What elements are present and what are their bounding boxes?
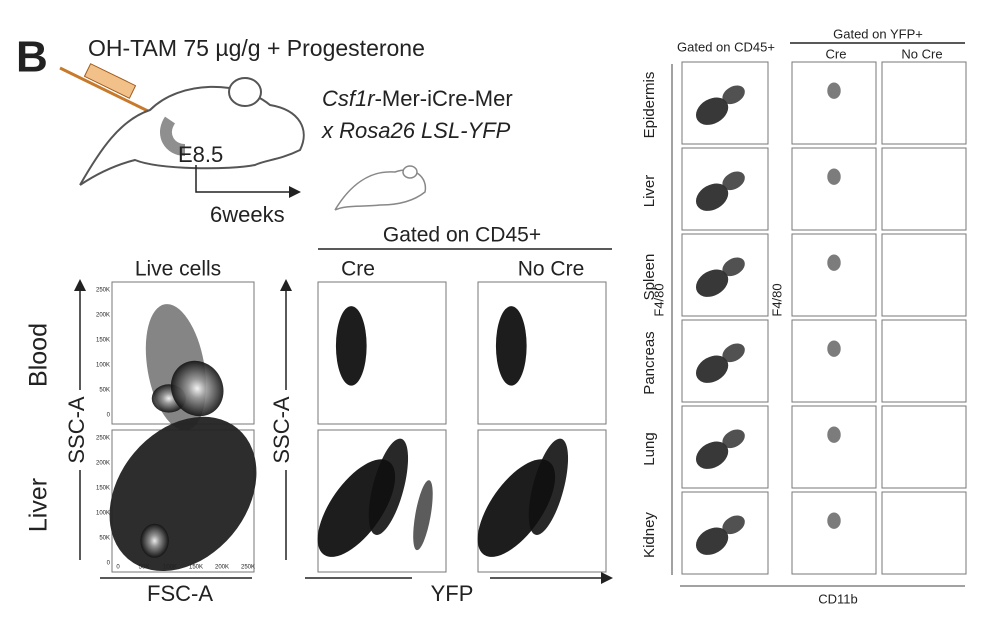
mouse-cross: x Rosa26 LSL-YFP <box>321 118 511 143</box>
plots: 250K 200K 150K 100K 50K 0 250K 200K 150K 100K 50K 0… <box>96 61 967 575</box>
y-tick-label: 250K <box>96 436 110 442</box>
row-label: Spleen <box>641 254 658 301</box>
gating-header: Gated on CD45+ <box>383 224 541 247</box>
row-label: Epidermis <box>641 72 658 139</box>
row-label: Blood <box>25 323 53 387</box>
y-tick-label: 100K <box>96 511 110 517</box>
y-tick-label: 0 <box>107 413 111 419</box>
flow-plot <box>791 233 877 317</box>
density-blob <box>827 254 841 271</box>
density-blob <box>695 269 729 297</box>
y-axis-label: F4/80 <box>651 283 666 316</box>
density-blob <box>695 355 729 383</box>
x-tick-label: 200K <box>215 565 229 571</box>
flow-plot <box>881 319 967 403</box>
density-blob <box>495 306 527 386</box>
flow-plot <box>791 405 877 489</box>
flow-plot <box>881 61 967 145</box>
y-tick-label: 200K <box>96 461 110 467</box>
y-tick-label: 50K <box>99 536 110 542</box>
x-tick-label: 0 <box>116 565 120 571</box>
flow-plot <box>791 147 877 231</box>
row-label: Kidney <box>641 512 658 558</box>
live-header: Live cells <box>135 258 221 281</box>
gene: Csf1r <box>322 86 376 111</box>
x-axis-label: CD11b <box>818 591 858 606</box>
y-tick-label: 0 <box>107 561 111 567</box>
flow-plot <box>791 61 877 145</box>
x-tick-label: 150K <box>189 565 203 571</box>
density-blob <box>722 343 745 363</box>
density-blob <box>695 183 729 211</box>
row-label: Liver <box>25 478 53 532</box>
adult-mouse-icon <box>334 165 427 211</box>
panel-label: B <box>16 33 48 82</box>
density-blob <box>722 85 745 105</box>
mouse-line: Csf1r-Mer-iCre-Mer <box>322 86 513 111</box>
construct: -Mer-iCre-Mer <box>375 86 513 111</box>
column-label: No Cre <box>518 258 585 281</box>
column-label: No Cre <box>901 46 942 61</box>
row-label: Lung <box>641 432 658 465</box>
density-blob <box>722 429 745 449</box>
density-blob <box>722 515 745 535</box>
density-blob <box>827 512 841 529</box>
embryo-stage: E8.5 <box>178 142 223 167</box>
density-blob <box>827 168 841 185</box>
mouse-icon <box>79 77 305 186</box>
density-blob <box>722 171 745 191</box>
y-tick-label: 100K <box>96 363 110 369</box>
y-tick-label: 50K <box>99 388 110 394</box>
density-blob <box>695 527 729 555</box>
row-label: Liver <box>641 175 658 208</box>
column-label: Cre <box>341 258 375 281</box>
y-axis-label: SSC-A <box>269 396 294 464</box>
x-axis-label: YFP <box>431 581 474 606</box>
row-label: Pancreas <box>641 331 658 394</box>
density-blob <box>827 426 841 443</box>
density-blob <box>722 257 745 277</box>
flow-plot <box>791 319 877 403</box>
x-tick-label: 100K <box>163 565 177 571</box>
flow-plot <box>881 147 967 231</box>
density-blob <box>335 306 367 386</box>
density-blob <box>413 480 433 551</box>
flow-plot <box>881 491 967 575</box>
density-blob <box>170 360 224 417</box>
density-blob <box>528 438 569 535</box>
density-blob <box>140 523 169 558</box>
flow-plot <box>881 233 967 317</box>
gating-header: Gated on YFP+ <box>833 26 923 41</box>
density-blob <box>695 441 729 469</box>
gating-header: Gated on CD45+ <box>677 39 775 54</box>
y-axis-label: SSC-A <box>64 396 89 464</box>
x-tick-label: 250K <box>241 565 255 571</box>
density-blob <box>827 340 841 357</box>
y-tick-label: 250K <box>96 288 110 294</box>
y-tick-label: 200K <box>96 313 110 319</box>
density-blob <box>368 438 409 535</box>
y-axis-label: F4/80 <box>769 283 784 316</box>
density-blob <box>695 97 729 125</box>
column-label: Cre <box>826 46 847 61</box>
flow-plot <box>791 491 877 575</box>
time-arrow <box>195 165 301 198</box>
chase: 6weeks <box>210 202 285 227</box>
treatment: OH-TAM 75 µg/g + Progesterone <box>88 35 425 61</box>
y-tick-label: 150K <box>96 486 110 492</box>
x-tick-label: 50K <box>139 565 150 571</box>
x-axis-label: FSC-A <box>147 581 213 606</box>
syringe-icon <box>59 63 151 114</box>
density-blob <box>827 82 841 99</box>
flow-plot <box>881 405 967 489</box>
y-tick-label: 150K <box>96 338 110 344</box>
